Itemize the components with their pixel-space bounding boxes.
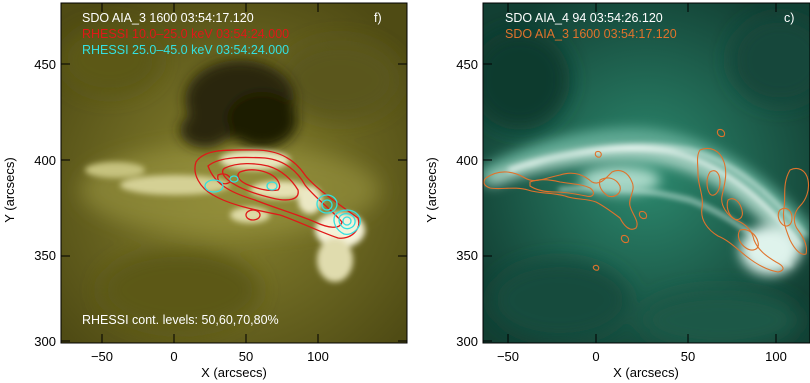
- x-axis-label: X (arcsecs): [201, 365, 267, 380]
- x-tick-label: 50: [681, 349, 695, 364]
- x-axis-label: X (arcsecs): [613, 365, 679, 380]
- y-tick-label: 300: [34, 334, 56, 349]
- annotation-line-3: RHESSI 25.0–45.0 keV 03:54:24.000: [82, 43, 289, 57]
- annotation-line-1: SDO AIA_3 1600 03:54:17.120: [82, 11, 254, 25]
- left-ticks: [61, 3, 407, 343]
- left-panel: −50 0 50 100 300 350 400 450 X (arcsecs)…: [2, 2, 408, 380]
- annotation-line-2: RHESSI 10.0–25.0 keV 03:54:24.000: [82, 27, 289, 41]
- right-x-tick-labels: −50 0 50 100: [497, 349, 787, 364]
- y-tick-label: 400: [456, 153, 478, 168]
- right-solar-image: [483, 3, 810, 343]
- x-tick-label: 50: [239, 349, 253, 364]
- right-y-tick-labels: 300 350 400 450: [456, 57, 478, 349]
- y-tick-label: 450: [34, 57, 56, 72]
- x-tick-label: −50: [497, 349, 519, 364]
- x-tick-label: −50: [91, 349, 113, 364]
- annotation-line-1: SDO AIA_4 94 03:54:26.120: [505, 11, 663, 25]
- aia1600-contours: [483, 128, 810, 273]
- panel-label: f): [374, 11, 382, 25]
- x-tick-label: 100: [765, 349, 787, 364]
- y-tick-label: 450: [456, 57, 478, 72]
- right-ticks: [483, 3, 777, 343]
- y-tick-label: 350: [456, 248, 478, 263]
- x-tick-label: 100: [307, 349, 329, 364]
- contour-levels-note: RHESSI cont. levels: 50,60,70,80%: [82, 313, 279, 327]
- panel-label: c): [784, 11, 794, 25]
- x-tick-label: 0: [592, 349, 599, 364]
- left-y-tick-labels: 300 350 400 450: [34, 57, 56, 349]
- y-tick-label: 300: [456, 334, 478, 349]
- left-x-tick-labels: −50 0 50 100: [91, 349, 329, 364]
- y-axis-label: Y (arcsecs): [424, 157, 439, 223]
- y-tick-label: 400: [34, 153, 56, 168]
- y-axis-label: Y (arcsecs): [2, 157, 17, 223]
- left-solar-image: [61, 3, 407, 343]
- right-panel: −50 0 50 100 300 350 400 450 X (arcsecs)…: [424, 2, 810, 380]
- y-tick-label: 350: [34, 248, 56, 263]
- rhessi-high-contours: [204, 175, 361, 235]
- annotation-line-2: SDO AIA_3 1600 03:54:17.120: [505, 27, 677, 41]
- x-tick-label: 0: [170, 349, 177, 364]
